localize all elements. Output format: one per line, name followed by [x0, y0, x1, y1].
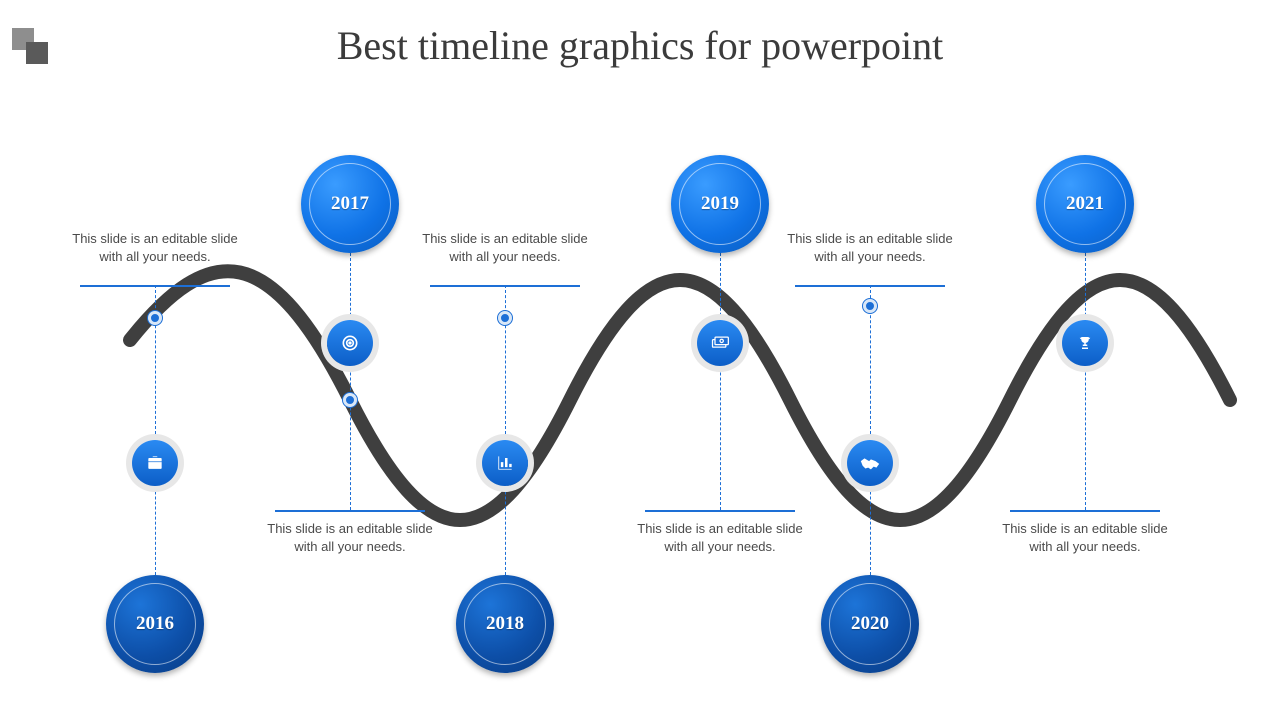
timeline-node-dot [498, 311, 512, 325]
page-title: Best timeline graphics for powerpoint [0, 22, 1280, 69]
money-icon [697, 320, 743, 366]
timeline-caption: This slide is an editable slide with all… [265, 520, 435, 555]
timeline-caption: This slide is an editable slide with all… [420, 230, 590, 265]
caption-divider [275, 510, 425, 512]
caption-divider [80, 285, 230, 287]
timeline-caption: This slide is an editable slide with all… [785, 230, 955, 265]
year-badge-2016: 2016 [106, 575, 204, 673]
target-icon [327, 320, 373, 366]
year-badge-2017: 2017 [301, 155, 399, 253]
briefcase-icon [132, 440, 178, 486]
year-badge-2019: 2019 [671, 155, 769, 253]
caption-divider [1010, 510, 1160, 512]
caption-divider [430, 285, 580, 287]
caption-divider [795, 285, 945, 287]
timeline-node-dot [343, 393, 357, 407]
trophy-icon [1062, 320, 1108, 366]
year-badge-2021: 2021 [1036, 155, 1134, 253]
timeline-caption: This slide is an editable slide with all… [70, 230, 240, 265]
handshake-icon [847, 440, 893, 486]
timeline-node-dot [148, 311, 162, 325]
timeline-node-dot [863, 299, 877, 313]
timeline-caption: This slide is an editable slide with all… [635, 520, 805, 555]
timeline-stage: This slide is an editable slide with all… [0, 120, 1280, 680]
timeline-caption: This slide is an editable slide with all… [1000, 520, 1170, 555]
bar-chart-icon [482, 440, 528, 486]
year-badge-2018: 2018 [456, 575, 554, 673]
year-badge-2020: 2020 [821, 575, 919, 673]
caption-divider [645, 510, 795, 512]
